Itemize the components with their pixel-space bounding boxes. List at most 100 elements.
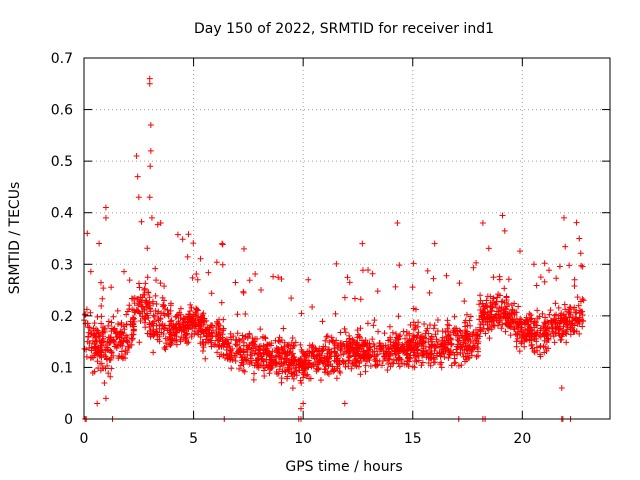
data-point (319, 347, 326, 354)
data-point (476, 333, 483, 340)
data-point (359, 267, 366, 274)
data-point (389, 329, 396, 336)
data-point (548, 321, 555, 328)
data-point (87, 268, 94, 275)
data-point (552, 300, 559, 307)
data-point (208, 343, 215, 350)
data-point (100, 324, 107, 331)
data-point (439, 334, 446, 341)
data-point (244, 333, 251, 340)
data-point (456, 280, 463, 287)
data-point (445, 355, 452, 362)
data-point (274, 370, 281, 377)
data-point (191, 330, 198, 337)
data-point (330, 368, 337, 375)
data-point (513, 309, 520, 316)
data-point (341, 400, 348, 407)
data-point (246, 277, 253, 284)
data-point (147, 122, 154, 129)
data-point (384, 367, 391, 374)
data-point (84, 320, 91, 327)
data-point (541, 349, 548, 356)
data-point (126, 302, 133, 309)
data-point (512, 318, 519, 325)
data-point (467, 322, 474, 329)
data-point (185, 339, 192, 346)
data-point (226, 356, 233, 363)
data-point (303, 372, 310, 379)
data-point (179, 236, 186, 243)
data-point (150, 312, 157, 319)
data-point (527, 319, 534, 326)
data-point (540, 330, 547, 337)
data-point (272, 337, 279, 344)
data-point (326, 339, 333, 346)
data-point (357, 371, 364, 378)
data-point (558, 310, 565, 317)
data-point (158, 323, 165, 330)
data-point (278, 354, 285, 361)
data-point (348, 365, 355, 372)
data-point (123, 337, 130, 344)
data-point (528, 342, 535, 349)
data-point (485, 245, 492, 252)
data-point (190, 240, 197, 247)
data-point (545, 319, 552, 326)
data-point (167, 302, 174, 309)
data-point (129, 335, 136, 342)
data-point (570, 306, 577, 313)
data-point (351, 295, 358, 302)
data-point (387, 334, 394, 341)
data-point (144, 300, 151, 307)
data-point (206, 337, 213, 344)
data-point (394, 335, 401, 342)
data-point (268, 340, 275, 347)
data-point (242, 310, 249, 317)
data-point (240, 288, 247, 295)
data-point (82, 311, 89, 318)
data-point (392, 344, 399, 351)
data-point (333, 260, 340, 267)
data-point (502, 328, 509, 335)
data-point (184, 253, 191, 260)
data-point (553, 311, 560, 318)
data-point (432, 331, 439, 338)
data-point (160, 302, 167, 309)
data-point (444, 325, 451, 332)
plot-border (83, 57, 611, 420)
data-point (573, 219, 580, 226)
data-point (340, 358, 347, 365)
data-point (446, 348, 453, 355)
data-point (302, 365, 309, 372)
data-point (337, 346, 344, 353)
data-point (463, 311, 470, 318)
data-point (296, 356, 303, 363)
data-point (227, 334, 234, 341)
data-point (135, 302, 142, 309)
data-point (463, 333, 470, 340)
data-point (322, 337, 329, 344)
data-point (551, 339, 558, 346)
y-tick-label: 0.1 (51, 360, 73, 376)
data-point (434, 328, 441, 335)
data-point (180, 315, 187, 322)
data-point (529, 345, 536, 352)
data-point (427, 322, 434, 329)
data-point (103, 355, 110, 362)
data-point (566, 318, 573, 325)
data-point (217, 335, 224, 342)
data-point (362, 368, 369, 375)
data-point (576, 330, 583, 337)
data-point (104, 362, 111, 369)
data-point (257, 326, 264, 333)
data-point (110, 337, 117, 344)
data-point (234, 330, 241, 337)
data-point (537, 327, 544, 334)
data-point (128, 295, 135, 302)
data-point (347, 344, 354, 351)
data-point (430, 275, 437, 282)
data-point (291, 342, 298, 349)
data-point (150, 300, 157, 307)
x-tick-label: 20 (513, 431, 531, 447)
